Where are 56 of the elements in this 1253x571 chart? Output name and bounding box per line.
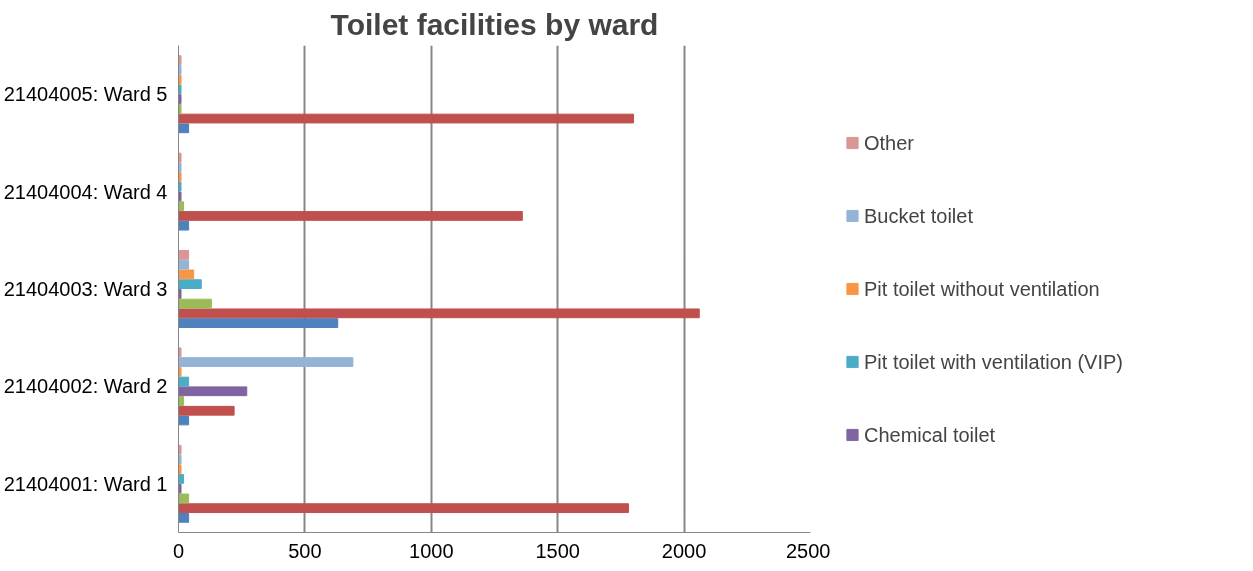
bar	[178, 64, 182, 75]
bar	[178, 493, 190, 504]
x-tick-label: 500	[288, 539, 322, 562]
bar	[178, 288, 182, 299]
bar	[178, 84, 182, 95]
bar	[178, 386, 248, 397]
bar	[178, 503, 629, 514]
legend-label: Pit toilet with ventilation (VIP)	[864, 350, 1123, 373]
x-tick-label: 1000	[409, 539, 454, 562]
bar	[178, 464, 182, 475]
legend-label: Other	[864, 131, 915, 154]
bar	[178, 474, 185, 484]
legend-label: Chemical toilet	[864, 423, 996, 446]
bar	[178, 396, 185, 406]
bar	[178, 347, 182, 358]
bar	[178, 103, 182, 114]
x-tick-label: 2500	[786, 539, 831, 562]
legend-label: Pit toilet without ventilation	[864, 277, 1100, 300]
legend-label: Bucket toilet	[864, 204, 973, 227]
y-tick-label: 21404002: Ward 2	[3, 375, 168, 398]
bar	[178, 181, 182, 192]
bar	[178, 269, 195, 280]
bar	[178, 376, 190, 387]
bar	[178, 259, 190, 270]
bar	[178, 483, 182, 494]
bar	[178, 74, 182, 85]
bar	[178, 415, 190, 426]
bar	[178, 405, 235, 416]
bar	[178, 454, 182, 465]
bar	[178, 152, 182, 163]
bar	[178, 55, 182, 65]
bar	[178, 279, 202, 290]
y-tick-label: 21404001: Ward 1	[3, 472, 168, 495]
bar	[178, 357, 354, 367]
y-tick-label: 21404004: Ward 4	[3, 180, 168, 203]
bar	[178, 308, 700, 319]
bar	[178, 94, 182, 104]
x-tick-label: 1500	[535, 539, 580, 562]
bar	[178, 298, 212, 309]
bar	[178, 113, 635, 124]
bar	[178, 444, 182, 455]
x-tick-label: 2000	[661, 539, 707, 562]
x-tick-label: 0	[172, 539, 185, 562]
bar	[178, 513, 190, 523]
y-tick-label: 21404003: Ward 3	[3, 278, 168, 300]
bar	[178, 172, 182, 182]
bar	[178, 318, 339, 328]
bar	[178, 366, 182, 377]
bar	[178, 191, 182, 202]
bar	[178, 162, 182, 173]
bar	[178, 220, 190, 231]
chart-title: Toilet facilities by ward	[330, 7, 659, 41]
y-tick-label: 21404005: Ward 5	[3, 83, 168, 106]
bar	[178, 211, 523, 221]
bar	[178, 201, 185, 212]
bar	[178, 250, 190, 260]
